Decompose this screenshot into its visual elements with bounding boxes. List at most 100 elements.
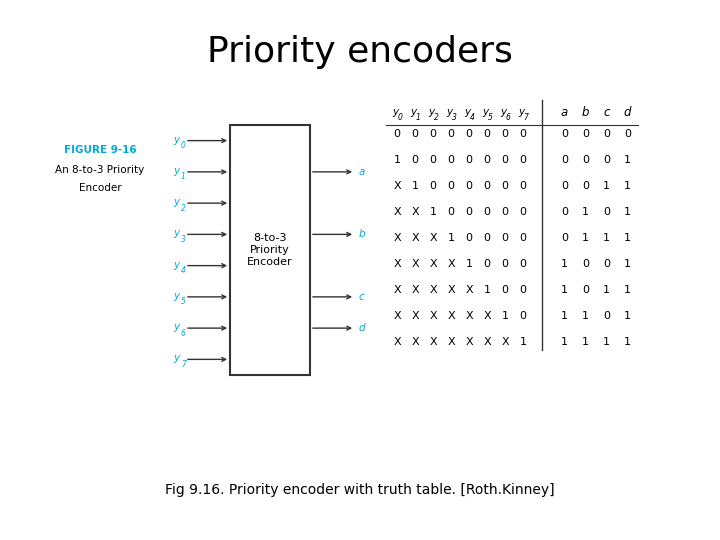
Text: 1: 1 xyxy=(448,233,454,243)
Text: 0: 0 xyxy=(520,285,526,295)
Text: a: a xyxy=(359,167,365,177)
Text: 0: 0 xyxy=(520,129,526,139)
Text: X: X xyxy=(411,311,419,321)
Text: X: X xyxy=(393,259,401,269)
Text: X: X xyxy=(393,207,401,217)
Text: X: X xyxy=(429,285,437,295)
Text: 1: 1 xyxy=(603,181,610,191)
Text: X: X xyxy=(411,233,419,243)
Text: 0: 0 xyxy=(582,285,589,295)
Text: X: X xyxy=(393,311,401,321)
Text: X: X xyxy=(429,259,437,269)
Text: 0: 0 xyxy=(484,233,490,243)
Text: X: X xyxy=(465,337,473,347)
Text: y: y xyxy=(173,134,179,145)
Text: 0: 0 xyxy=(561,181,568,191)
Text: X: X xyxy=(447,259,455,269)
Text: 1: 1 xyxy=(624,207,631,217)
Text: 0: 0 xyxy=(520,181,526,191)
Text: 0: 0 xyxy=(412,155,418,165)
Text: 0: 0 xyxy=(603,259,610,269)
Text: 0: 0 xyxy=(466,181,472,191)
Text: 0: 0 xyxy=(520,155,526,165)
Text: 0: 0 xyxy=(448,155,454,165)
Text: 0: 0 xyxy=(561,155,568,165)
Text: 1: 1 xyxy=(181,172,186,181)
Text: 0: 0 xyxy=(520,207,526,217)
Text: X: X xyxy=(393,181,401,191)
Text: y: y xyxy=(464,107,470,117)
Text: 1: 1 xyxy=(624,181,631,191)
Text: 0: 0 xyxy=(582,181,589,191)
Text: 1: 1 xyxy=(430,207,436,217)
Text: X: X xyxy=(465,285,473,295)
Text: y: y xyxy=(428,107,434,117)
Text: 8-to-3
Priority
Encoder: 8-to-3 Priority Encoder xyxy=(247,233,293,267)
Text: X: X xyxy=(483,337,491,347)
Text: An 8-to-3 Priority: An 8-to-3 Priority xyxy=(55,165,145,175)
Text: 0: 0 xyxy=(466,233,472,243)
Text: 0: 0 xyxy=(484,259,490,269)
Text: 1: 1 xyxy=(484,285,490,295)
Text: y: y xyxy=(410,107,416,117)
Text: X: X xyxy=(429,233,437,243)
Text: 0: 0 xyxy=(430,155,436,165)
Text: Priority encoders: Priority encoders xyxy=(207,35,513,69)
Text: y: y xyxy=(518,107,524,117)
Text: X: X xyxy=(447,311,455,321)
Text: y: y xyxy=(446,107,452,117)
Text: X: X xyxy=(393,285,401,295)
Text: 6: 6 xyxy=(181,329,186,338)
Text: X: X xyxy=(501,337,509,347)
Text: y: y xyxy=(392,107,398,117)
Text: 0: 0 xyxy=(466,207,472,217)
Text: d: d xyxy=(624,105,631,118)
Text: 1: 1 xyxy=(624,259,631,269)
Text: Fig 9.16. Priority encoder with truth table. [Roth.Kinney]: Fig 9.16. Priority encoder with truth ta… xyxy=(165,483,555,497)
Text: 0: 0 xyxy=(603,129,610,139)
Text: X: X xyxy=(411,285,419,295)
Text: 7: 7 xyxy=(181,360,186,369)
Text: 6: 6 xyxy=(505,113,510,123)
Text: y: y xyxy=(173,197,179,207)
Text: 0: 0 xyxy=(448,129,454,139)
Text: y: y xyxy=(173,228,179,238)
Text: c: c xyxy=(359,292,365,302)
Text: X: X xyxy=(393,337,401,347)
Text: 3: 3 xyxy=(451,113,456,123)
Text: 1: 1 xyxy=(394,155,400,165)
Text: 1: 1 xyxy=(582,337,589,347)
Text: X: X xyxy=(411,207,419,217)
Text: a: a xyxy=(561,105,568,118)
Text: 0: 0 xyxy=(520,233,526,243)
Text: Encoder: Encoder xyxy=(78,183,121,193)
Text: 1: 1 xyxy=(624,337,631,347)
Text: 4: 4 xyxy=(181,266,186,275)
Text: 3: 3 xyxy=(181,235,186,244)
Text: 0: 0 xyxy=(502,129,508,139)
Text: X: X xyxy=(429,311,437,321)
Text: b: b xyxy=(359,230,366,239)
Text: 1: 1 xyxy=(603,285,610,295)
Text: 0: 0 xyxy=(484,181,490,191)
Text: 0: 0 xyxy=(624,129,631,139)
Text: b: b xyxy=(582,105,589,118)
Text: 0: 0 xyxy=(397,113,402,123)
Text: 0: 0 xyxy=(181,141,186,150)
Text: 1: 1 xyxy=(466,259,472,269)
Text: 5: 5 xyxy=(181,298,186,306)
Text: 5: 5 xyxy=(487,113,492,123)
Text: 0: 0 xyxy=(561,207,568,217)
Text: 0: 0 xyxy=(582,155,589,165)
Text: 4: 4 xyxy=(469,113,474,123)
Text: 1: 1 xyxy=(502,311,508,321)
Text: 1: 1 xyxy=(603,233,610,243)
Text: 0: 0 xyxy=(561,129,568,139)
Text: 0: 0 xyxy=(502,233,508,243)
Text: y: y xyxy=(173,322,179,332)
Text: 0: 0 xyxy=(466,129,472,139)
Text: X: X xyxy=(411,259,419,269)
Text: X: X xyxy=(447,285,455,295)
Text: 0: 0 xyxy=(484,129,490,139)
Text: 0: 0 xyxy=(466,155,472,165)
